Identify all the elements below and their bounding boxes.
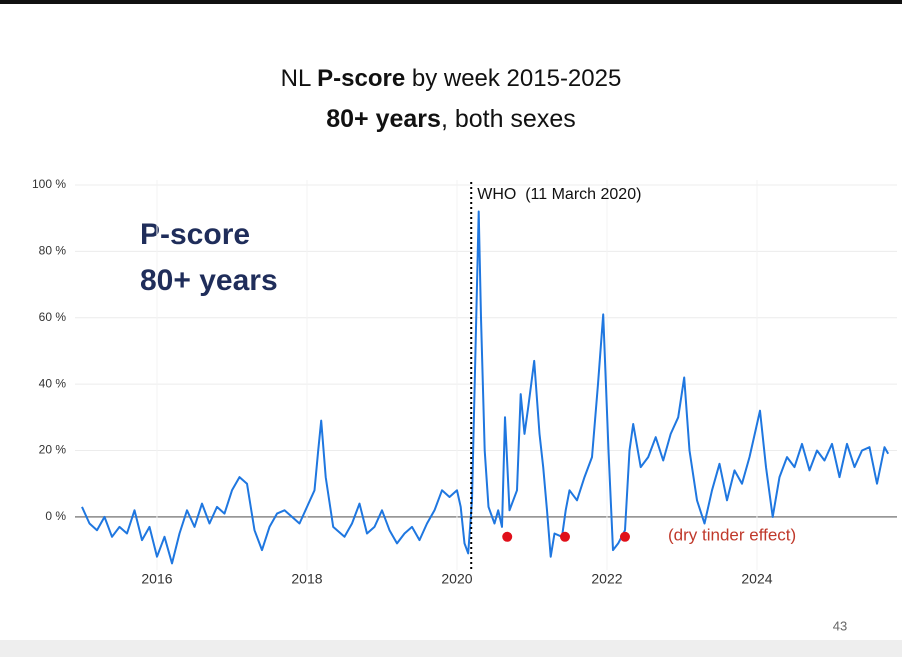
y-tick-label: 20 % [39, 443, 67, 457]
inset-label: P-score [140, 218, 250, 251]
top-edge [0, 0, 902, 4]
x-tick-label: 2022 [591, 571, 622, 587]
page-number: 43 [833, 618, 847, 633]
x-tick-label: 2020 [441, 571, 472, 587]
subtitle-part: , both sexes [441, 105, 576, 133]
chart-subtitle: 80+ years, both sexes [326, 105, 576, 133]
inset-label: 80+ years [140, 264, 278, 297]
chart-title: NL P-score by week 2015-2025 [281, 65, 622, 92]
y-tick-label: 100 % [32, 177, 66, 191]
x-tick-label: 2016 [141, 571, 172, 587]
y-tick-label: 60 % [39, 310, 67, 324]
x-tick-label: 2018 [291, 571, 322, 587]
title-part: by week 2015-2025 [405, 65, 621, 92]
data-line [81, 210, 890, 565]
y-tick-label: 0 % [45, 509, 66, 523]
y-tick-label: 40 % [39, 376, 67, 390]
who-label: WHO (11 March 2020) [477, 186, 641, 203]
x-tick-label: 2024 [741, 571, 772, 587]
tinder-marker [619, 531, 630, 542]
subtitle-part: 80+ years [326, 105, 441, 133]
title-part: NL [281, 65, 317, 92]
tinder-marker [502, 531, 513, 542]
bottom-band [0, 640, 902, 657]
y-tick-label: 80 % [39, 244, 67, 258]
annotation: (dry tinder effect) [668, 525, 796, 544]
title-part: P-score [317, 65, 405, 92]
tinder-marker [559, 531, 570, 542]
